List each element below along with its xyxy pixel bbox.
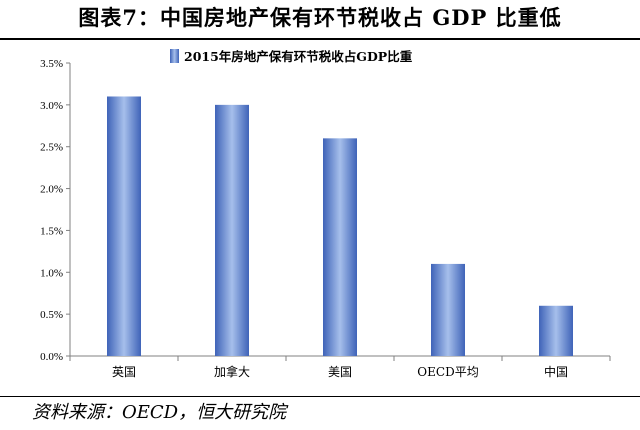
bar [215, 104, 249, 356]
chart-title: 图表7：中国房地产保有环节税收占 GDP 比重低 [78, 5, 562, 30]
legend-label: 2015年房地产保有环节税收占GDP比重 [184, 49, 413, 64]
y-tick-label: 2.5% [40, 142, 63, 154]
bar [431, 263, 465, 356]
y-tick-label: 0.0% [40, 351, 63, 363]
y-tick-label: 3.0% [40, 100, 63, 112]
x-category-label: 中国 [544, 364, 568, 379]
bar [107, 96, 141, 356]
y-tick-label: 1.5% [40, 225, 63, 237]
x-category-label: 加拿大 [214, 364, 250, 379]
x-category-label: OECD平均 [417, 365, 478, 379]
bar [323, 138, 357, 356]
y-tick-label: 2.0% [40, 184, 63, 196]
title-underline [0, 38, 640, 40]
bar-chart: 2015年房地产保有环节税收占GDP比重 0.0% 0.5% 1.0% 1.5% 2.0… [40, 49, 611, 379]
chart-legend: 2015年房地产保有环节税收占GDP比重 [170, 49, 413, 64]
y-tick-label: 1.0% [40, 267, 63, 279]
y-tick-label: 3.5% [40, 58, 63, 70]
x-category-label: 英国 [112, 365, 136, 379]
y-tick-label: 0.5% [40, 309, 63, 321]
footer-rule [0, 396, 640, 397]
x-category-label: 美国 [328, 365, 352, 379]
legend-swatch [170, 49, 179, 63]
bar [539, 305, 573, 356]
source-note: 资料来源：OECD，恒大研究院 [32, 402, 287, 423]
